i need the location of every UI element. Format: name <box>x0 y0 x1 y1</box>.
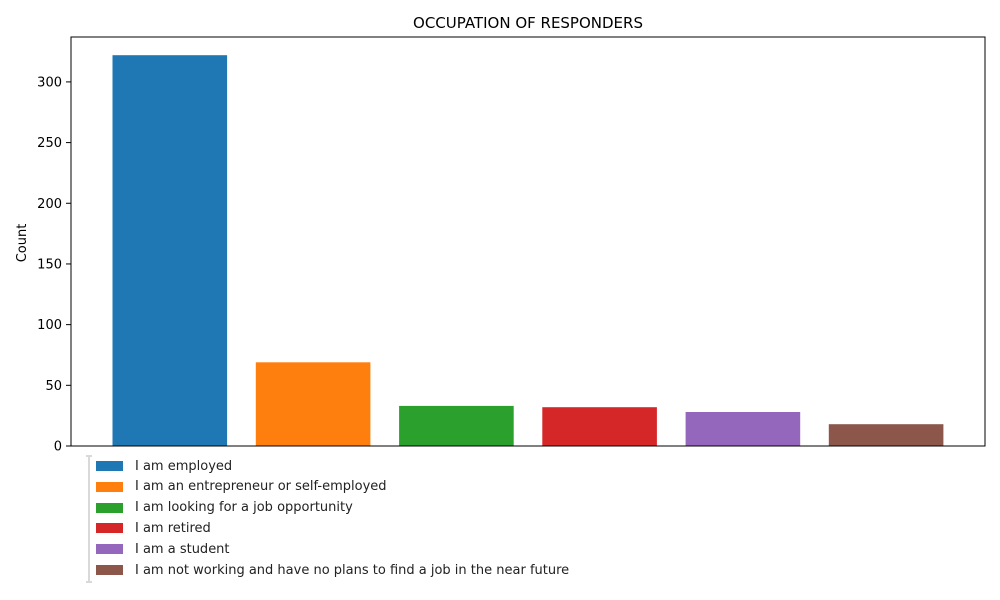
legend-item: I am a student <box>96 541 230 557</box>
y-tick-label: 0 <box>54 440 62 455</box>
legend-label: I am looking for a job opportunity <box>135 500 353 516</box>
bar-5 <box>685 412 801 446</box>
legend-item: I am employed <box>96 458 232 474</box>
bar-4 <box>542 407 657 446</box>
legend-swatch <box>96 523 123 534</box>
legend-label: I am employed <box>135 458 233 474</box>
legend-label: I am a student <box>135 541 230 557</box>
legend-swatch <box>96 502 123 513</box>
legend-label: I am retired <box>135 520 211 536</box>
y-axis: 0 50 100 150 200 250 300 <box>37 75 71 455</box>
legend-item: I am retired <box>96 520 211 536</box>
y-tick-label: 300 <box>37 75 62 90</box>
y-tick-label: 100 <box>37 318 62 333</box>
bar-1 <box>112 55 228 446</box>
legend: I am employed I am an entrepreneur or sel… <box>86 455 690 583</box>
legend-item: I am looking for a job opportunity <box>96 500 353 516</box>
legend-label: I am not working and have no plans to fi… <box>135 562 570 578</box>
y-axis-label: Count <box>15 224 30 263</box>
bar-3 <box>399 405 514 446</box>
bars-group <box>112 55 944 446</box>
legend-swatch <box>96 544 123 555</box>
y-tick-label: 150 <box>37 257 62 272</box>
legend-item: I am not working and have no plans to fi… <box>96 562 569 578</box>
bar-2 <box>255 362 371 446</box>
legend-label: I am an entrepreneur or self-employed <box>135 479 387 495</box>
chart-title: OCCUPATION OF RESPONDERS <box>413 14 643 32</box>
y-tick-label: 250 <box>37 136 62 151</box>
plot-frame <box>70 36 986 447</box>
legend-swatch <box>96 461 123 471</box>
y-tick-label: 200 <box>37 197 62 212</box>
bar-6 <box>828 424 944 446</box>
legend-item: I am an entrepreneur or self-employed <box>96 479 387 495</box>
y-tick-label: 50 <box>45 379 62 394</box>
legend-swatch <box>96 481 123 492</box>
legend-swatch <box>96 565 123 575</box>
